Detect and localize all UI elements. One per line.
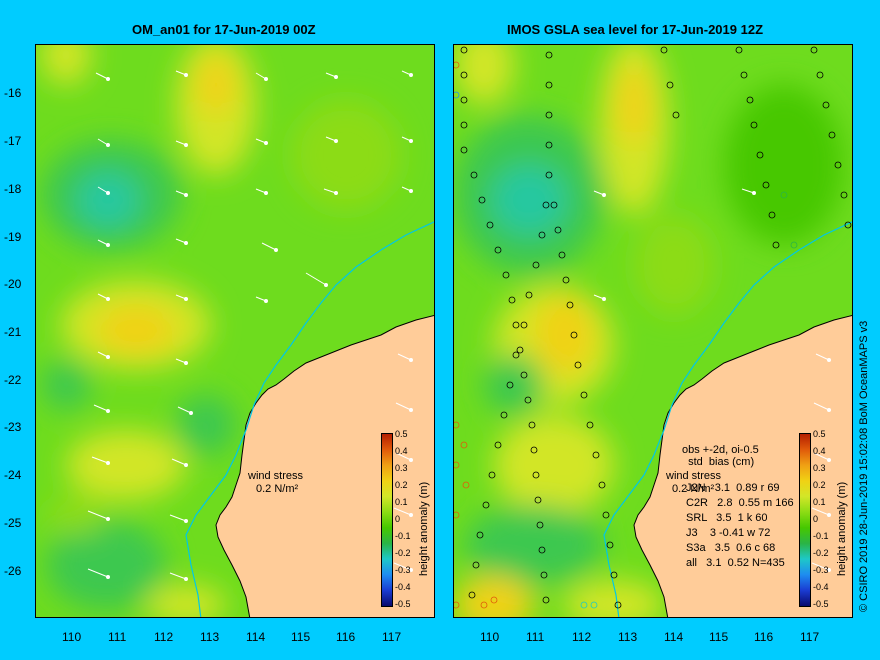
- altimeter-track-markers: [460, 46, 852, 609]
- credit-text: © CSIRO 2019 28-Jun-2019 15:02:08 BoM Oc…: [858, 320, 870, 612]
- left-map-svg: [36, 45, 434, 617]
- colorbar-tick: -0.3: [395, 565, 411, 575]
- colorbar-tick: -0.2: [813, 548, 829, 558]
- colorbar-tick: 0.5: [813, 429, 826, 439]
- colorbar-tick: 0.4: [395, 446, 408, 456]
- colorbar-tick: -0.1: [395, 531, 411, 541]
- wind-stress-arrows: [87, 70, 413, 581]
- sea-anomaly-field: [454, 45, 844, 617]
- y-tick-label: -24: [4, 468, 22, 482]
- y-tick-label: -25: [4, 516, 22, 530]
- x-tick-label: 115: [709, 630, 729, 644]
- obs-row: all 3.1 0.52 N=435: [686, 557, 785, 569]
- colorbar-tick: 0.3: [395, 463, 408, 473]
- y-tick-label: -20: [4, 277, 22, 291]
- land-australia: [215, 314, 434, 617]
- x-tick-label: 113: [200, 630, 220, 644]
- x-tick-label: 117: [382, 630, 402, 644]
- y-tick-label: -21: [4, 325, 22, 339]
- obs-header: obs +-2d, oi-0.5: [682, 444, 759, 456]
- x-tick-label: 117: [800, 630, 820, 644]
- x-tick-label: 115: [291, 630, 311, 644]
- colorbar-tick: 0: [813, 514, 819, 524]
- x-tick-label: 110: [62, 630, 82, 644]
- left-colorbar: [381, 433, 393, 607]
- colorbar-tick: 0.2: [813, 480, 826, 490]
- colorbar-tick: 0.1: [395, 497, 408, 507]
- obs-row: J3 3 -0.41 w 72: [686, 527, 771, 539]
- colorbar-tick: -0.3: [813, 565, 829, 575]
- x-tick-label: 116: [754, 630, 774, 644]
- obs-row: S3a 3.5 0.6 c 68: [686, 542, 776, 554]
- y-tick-label: -16: [4, 86, 22, 100]
- colorbar-tick: 0: [395, 514, 401, 524]
- left-map-panel: [35, 44, 435, 618]
- y-tick-label: -23: [4, 420, 22, 434]
- obs-row: SRL 3.5 1 k 60: [686, 512, 768, 524]
- colorbar-tick: 0.5: [395, 429, 408, 439]
- y-tick-label: -26: [4, 564, 22, 578]
- wind-stress-arrows: [593, 188, 831, 572]
- x-tick-label: 110: [480, 630, 500, 644]
- left-colorbar-label: height anomaly (m): [418, 481, 430, 576]
- right-wind-label: wind stress: [666, 470, 722, 482]
- colorbar-gradient: [382, 434, 392, 606]
- left-wind-label: wind stress: [248, 470, 304, 482]
- y-tick-label: -17: [4, 134, 22, 148]
- right-colorbar: [799, 433, 811, 607]
- x-tick-label: 111: [108, 630, 127, 644]
- x-tick-label: 111: [526, 630, 545, 644]
- colorbar-tick: 0.4: [813, 446, 826, 456]
- sea-anomaly-field: [41, 45, 401, 617]
- colorbar-tick: 0.2: [395, 480, 408, 490]
- left-panel-title: OM_an01 for 17-Jun-2019 00Z: [132, 22, 316, 37]
- colorbar-tick: -0.2: [395, 548, 411, 558]
- colorbar-tick: -0.4: [395, 582, 411, 592]
- obs-row: C2R 2.8 0.55 m 166: [686, 497, 794, 509]
- altimeter-track-markers-colored: [454, 61, 798, 609]
- x-tick-label: 112: [572, 630, 592, 644]
- right-map-svg: [454, 45, 852, 617]
- colorbar-tick: -0.5: [813, 599, 829, 609]
- colorbar-tick: 0.3: [813, 463, 826, 473]
- right-wind-scale: 0.2 N/m²: [672, 483, 715, 495]
- right-panel-title: IMOS GSLA sea level for 17-Jun-2019 12Z: [507, 22, 764, 37]
- colorbar-tick: 0.1: [813, 497, 826, 507]
- right-map-panel: [453, 44, 853, 618]
- obs-subheader: std bias (cm): [682, 456, 755, 468]
- x-tick-label: 114: [664, 630, 684, 644]
- shelf-isobath: [185, 221, 434, 617]
- land-australia: [633, 314, 852, 617]
- y-tick-label: -18: [4, 182, 22, 196]
- colorbar-tick: -0.1: [813, 531, 829, 541]
- left-wind-scale: 0.2 N/m²: [256, 483, 299, 495]
- colorbar-tick: -0.4: [813, 582, 829, 592]
- x-tick-label: 113: [618, 630, 638, 644]
- y-tick-label: -19: [4, 230, 22, 244]
- x-tick-label: 116: [336, 630, 356, 644]
- colorbar-tick: -0.5: [395, 599, 411, 609]
- x-tick-label: 112: [154, 630, 174, 644]
- colorbar-gradient: [800, 434, 810, 606]
- obs-row: J2N 3.1 0.89 r 69: [686, 482, 780, 494]
- x-tick-label: 114: [246, 630, 266, 644]
- shelf-isobath: [603, 221, 852, 617]
- right-colorbar-label: height anomaly (m): [836, 481, 848, 576]
- y-tick-label: -22: [4, 373, 22, 387]
